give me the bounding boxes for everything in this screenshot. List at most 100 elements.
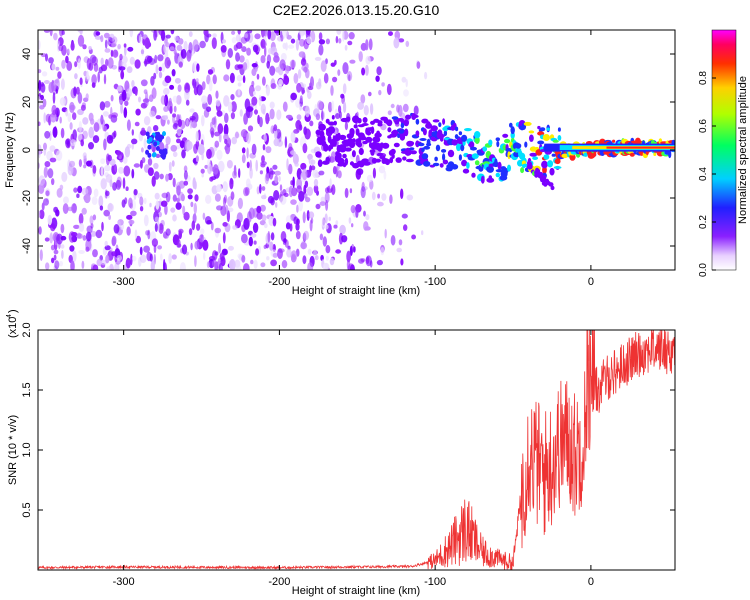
spectrogram-signal-cell [443, 130, 448, 137]
spectrogram-noise-cell [163, 258, 166, 270]
spectrogram-noise-cell [100, 259, 107, 266]
spectrogram-noise-cell [231, 37, 237, 44]
spectrogram-noise-cell [105, 174, 113, 183]
spectrogram-signal-cell [339, 134, 347, 141]
spectrogram-noise-cell [349, 188, 353, 194]
spectrogram-signal-cell [361, 158, 369, 163]
spectrogram-noise-cell [57, 71, 62, 79]
spectrogram-noise-cell [178, 228, 184, 234]
snr-exponent-power: 4 [6, 314, 13, 318]
spectrogram-noise-cell [165, 191, 171, 203]
spectrogram-noise-cell [48, 57, 54, 64]
snr-panel: -300 -200 -100 0 0.5 1.0 1.5 2.0 Height of stra… [6, 309, 676, 597]
spectrogram-noise-cell [104, 48, 111, 53]
spectrogram-noise-cell [216, 110, 223, 117]
spectrogram-noise-cell [61, 59, 66, 69]
spectrogram-noise-cell [241, 46, 247, 53]
spectrogram-signal-cell [488, 139, 493, 146]
spectrogram-noise-cell [265, 112, 270, 125]
spectrogram-noise-cell [165, 173, 169, 182]
spectrogram-noise-cell [139, 159, 143, 169]
spectrogram-signal-cell [554, 158, 561, 165]
spectrogram-noise-cell [306, 186, 314, 196]
spectrogram-noise-cell [266, 166, 270, 174]
spectrogram-noise-cell [270, 83, 277, 89]
spectrogram-signal-cell [515, 143, 522, 149]
spectrogram-noise-cell [253, 259, 258, 269]
spectrogram-noise-cell [51, 63, 56, 71]
spectrogram-noise-cell [249, 167, 253, 179]
spectrogram-noise-cell [123, 43, 127, 48]
spectrogram-noise-cell [247, 211, 252, 223]
spectrogram-noise-cell [168, 253, 172, 264]
spectrogram-noise-cell [315, 113, 321, 121]
spectrogram-noise-cell [339, 224, 346, 235]
spectrogram-noise-cell [231, 136, 237, 145]
spectrogram-noise-cell [75, 86, 80, 95]
spectrogram-noise-cell [260, 38, 266, 49]
spectrogram-noise-cell [172, 194, 177, 202]
spectrogram-noise-cell [388, 31, 393, 36]
spectrogram-noise-cell [82, 152, 87, 159]
spectrogram-signal-cell [372, 136, 381, 143]
spectrogram-noise-cell [175, 202, 182, 210]
spectrogram-noise-cell [176, 138, 181, 144]
spectrogram-noise-cell [183, 180, 189, 186]
snr-y-tick-label: 0.5 [21, 502, 33, 517]
spectrogram-noise-cell [328, 216, 332, 222]
spectrogram-noise-cell [262, 108, 266, 115]
spectrogram-noise-cell [201, 173, 204, 178]
spectrogram-signal-cell [327, 126, 336, 134]
spectrogram-signal-cell [461, 159, 468, 167]
spectrogram-noise-cell [124, 197, 128, 205]
spectrogram-noise-cell [171, 160, 175, 167]
spectrogram-signal-cell [323, 143, 329, 152]
spectrogram-noise-cell [260, 55, 266, 64]
spectrogram-noise-cell [251, 143, 257, 155]
spectrogram-signal-cell [507, 164, 511, 172]
spectrogram-noise-cell [117, 43, 121, 50]
spectrogram-signal-cell [442, 159, 449, 165]
spectrogram-noise-cell [170, 144, 178, 152]
spectrogram-noise-cell [229, 259, 236, 270]
spectrogram-noise-cell [172, 177, 176, 188]
snr-x-tick-label: 0 [588, 576, 594, 588]
spectrogram-signal-cell [537, 140, 545, 145]
spectrogram-noise-cell [252, 44, 259, 53]
spectrogram-noise-cell [377, 193, 380, 199]
spectrogram-noise-cell [300, 162, 307, 170]
spectrogram-noise-cell [142, 38, 145, 46]
spectrogram-noise-cell [287, 44, 295, 49]
spectrogram-noise-cell [198, 144, 205, 156]
spectrogram-noise-cell [296, 124, 300, 133]
spectrogram-noise-cell [38, 40, 41, 50]
spectrogram-noise-cell [160, 253, 163, 261]
spectrogram-noise-cell [194, 240, 200, 250]
spectrogram-noise-cell [49, 30, 53, 37]
spectrogram-noise-cell [324, 262, 329, 270]
spectrogram-noise-cell [348, 217, 352, 224]
spectrogram-signal-cell [430, 125, 438, 132]
spectrogram-noise-cell [272, 252, 278, 258]
snr-exponent-label: (x10 4 ) [6, 309, 19, 338]
spectrogram-noise-cell [126, 119, 131, 131]
spectrogram-noise-cell [333, 224, 338, 229]
spectrogram-noise-cell [366, 174, 373, 183]
spectrogram-noise-cell [356, 168, 364, 176]
spectrogram-noise-cell [295, 38, 299, 51]
spectrogram-noise-cell [161, 62, 166, 73]
spectrogram-noise-cell [215, 99, 221, 107]
spectrogram-noise-cell [214, 251, 219, 256]
spectrogram-noise-cell [237, 88, 241, 96]
spectrogram-noise-cell [70, 139, 77, 147]
spectrogram-noise-cell [346, 250, 351, 263]
spectrogram-noise-cell [86, 225, 93, 234]
spectrogram-noise-cell [224, 138, 228, 145]
spectrogram-noise-cell [209, 176, 214, 182]
spectrogram-noise-cell [145, 98, 149, 107]
spectrogram-noise-cell [116, 150, 121, 157]
spectrogram-noise-cell [167, 173, 173, 181]
spectrogram-signal-cell [442, 118, 446, 125]
spectrogram-signal-cell [409, 141, 415, 146]
spectrogram-noise-cell [403, 224, 408, 232]
